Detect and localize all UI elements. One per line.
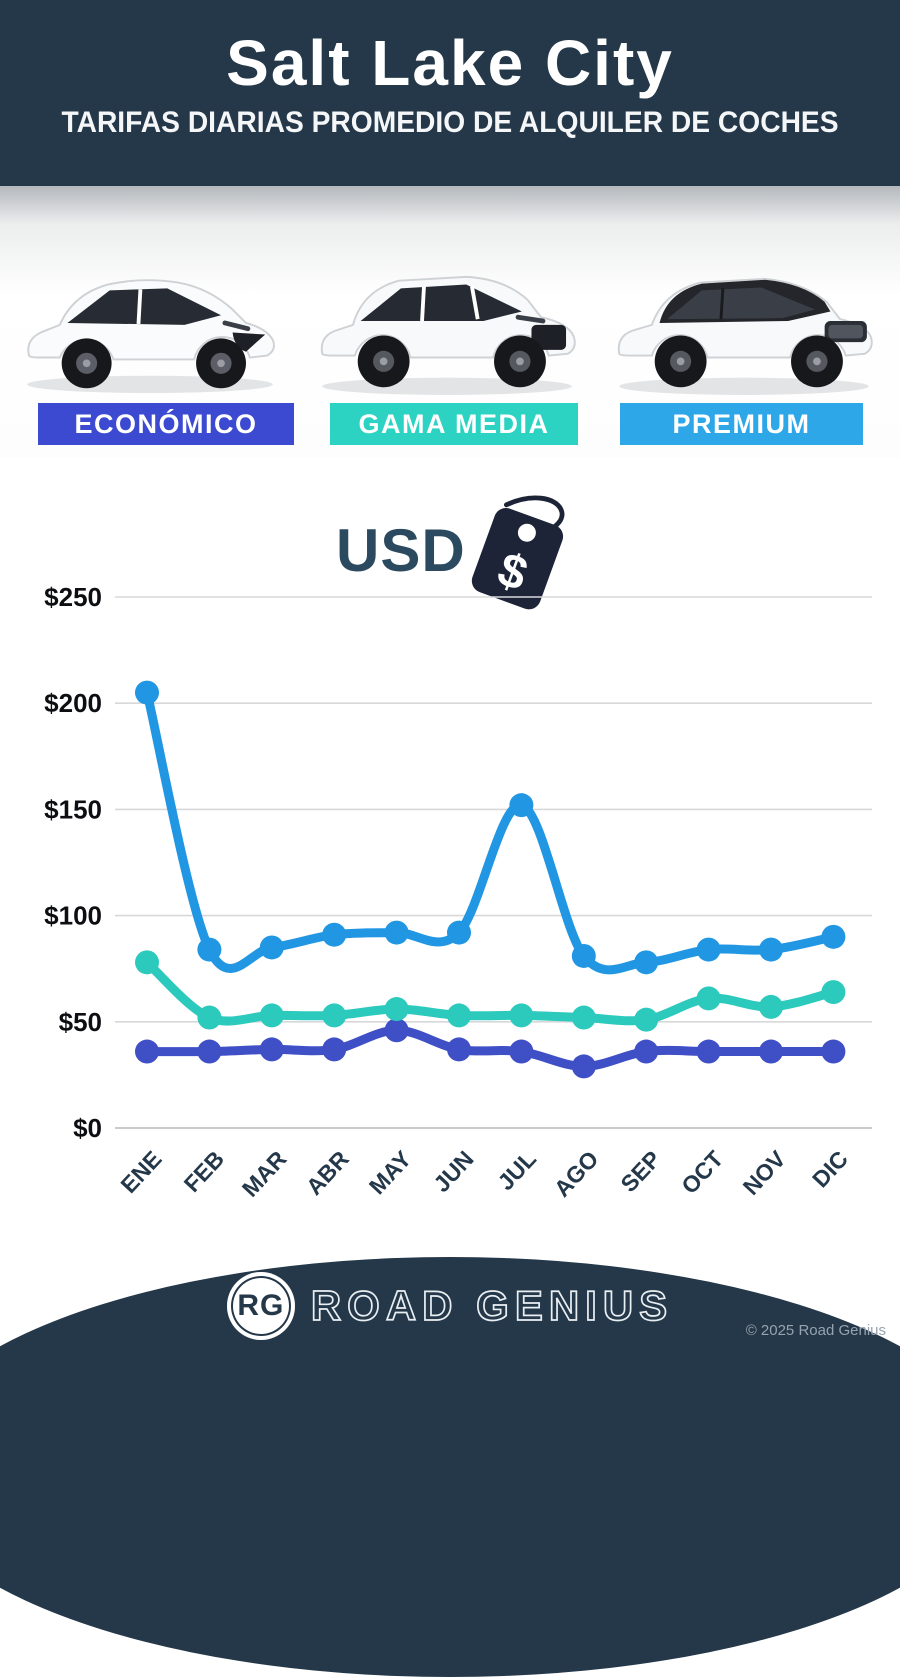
point-GAMA MEDIA-JUL xyxy=(509,1003,534,1028)
point-ECONÓMICO-JUL xyxy=(509,1039,534,1064)
point-ECONÓMICO-DIC xyxy=(821,1039,846,1064)
category-label-economico: ECONÓMICO xyxy=(38,403,294,445)
point-PREMIUM-JUL xyxy=(509,793,534,818)
point-GAMA MEDIA-NOV xyxy=(759,994,783,1019)
midrange-car-image xyxy=(320,275,576,395)
copyright-text: © 2025 Road Genius xyxy=(745,1322,886,1339)
point-ECONÓMICO-JUN xyxy=(447,1037,471,1062)
page-subtitle: TARIFAS DIARIAS PROMEDIO DE ALQUILER DE … xyxy=(61,106,839,139)
point-GAMA MEDIA-MAR xyxy=(259,1003,284,1028)
point-GAMA MEDIA-FEB xyxy=(197,1005,222,1030)
point-ECONÓMICO-OCT xyxy=(696,1039,721,1064)
point-PREMIUM-ABR xyxy=(322,922,347,947)
y-axis-label-200: $200 xyxy=(44,688,102,718)
header-banner: Salt Lake City TARIFAS DIARIAS PROMEDIO … xyxy=(0,0,900,186)
line-PREMIUM xyxy=(142,688,838,975)
x-axis-label-DIC: DIC xyxy=(807,1146,853,1193)
point-GAMA MEDIA-OCT xyxy=(696,986,721,1011)
line-GAMA MEDIA xyxy=(142,957,838,1026)
point-ECONÓMICO-MAR xyxy=(259,1037,284,1062)
point-ECONÓMICO-SEP xyxy=(634,1039,659,1064)
x-axis-label-MAR: MAR xyxy=(237,1145,292,1201)
premium-car-image xyxy=(617,277,873,395)
point-GAMA MEDIA-JUN xyxy=(447,1003,471,1028)
price-tag-icon: $ xyxy=(471,495,565,610)
x-axis-label-OCT: OCT xyxy=(676,1146,728,1199)
currency-block: USD $ xyxy=(330,495,570,630)
y-axis-label-250: $250 xyxy=(44,582,102,612)
line-chart: $0 $50 $100 $150 $200 $250 ENE FEB MAR ABR MAY JUN J… xyxy=(44,582,872,1202)
footer-brand-row: RG ROAD GENIUS xyxy=(0,1262,900,1350)
point-ECONÓMICO-AGO xyxy=(571,1054,596,1079)
point-GAMA MEDIA-ENE xyxy=(135,950,159,975)
economy-car-image xyxy=(27,279,275,394)
y-axis-label-50: $50 xyxy=(59,1007,102,1037)
road-genius-logo-icon: RG xyxy=(226,1272,295,1340)
point-GAMA MEDIA-DIC xyxy=(821,980,846,1005)
point-PREMIUM-FEB xyxy=(197,937,222,962)
point-PREMIUM-DIC xyxy=(821,924,846,949)
y-axis-label-0: $0 xyxy=(73,1113,102,1143)
point-PREMIUM-MAR xyxy=(259,935,284,960)
point-PREMIUM-SEP xyxy=(634,950,659,975)
x-axis-label-ENE: ENE xyxy=(115,1146,166,1198)
point-PREMIUM-AGO xyxy=(571,943,596,968)
x-axis-label-AGO: AGO xyxy=(549,1146,604,1202)
point-GAMA MEDIA-AGO xyxy=(571,1005,596,1030)
point-GAMA MEDIA-SEP xyxy=(634,1007,659,1032)
x-axis-label-JUN: JUN xyxy=(428,1146,478,1197)
currency-label: USD xyxy=(336,517,466,584)
point-GAMA MEDIA-MAY xyxy=(384,997,409,1022)
logo-monogram: RG xyxy=(237,1289,285,1322)
point-PREMIUM-MAY xyxy=(384,920,409,945)
y-axis-label-150: $150 xyxy=(44,794,102,824)
point-ECONÓMICO-MAY xyxy=(384,1018,409,1043)
x-axis-label-NOV: NOV xyxy=(738,1145,791,1200)
x-axis-label-FEB: FEB xyxy=(179,1146,229,1197)
point-ECONÓMICO-NOV xyxy=(759,1039,783,1064)
category-label-premium: PREMIUM xyxy=(620,403,863,445)
y-axis-label-100: $100 xyxy=(44,901,102,931)
page-title: Salt Lake City xyxy=(226,27,674,99)
point-GAMA MEDIA-ABR xyxy=(322,1003,347,1028)
point-ECONÓMICO-ENE xyxy=(135,1039,159,1064)
point-PREMIUM-ENE xyxy=(135,680,159,705)
x-axis-label-JUL: JUL xyxy=(492,1146,541,1196)
point-PREMIUM-NOV xyxy=(759,937,783,962)
x-axis-label-SEP: SEP xyxy=(615,1146,665,1197)
x-axis-label-MAY: MAY xyxy=(364,1146,416,1200)
point-PREMIUM-JUN xyxy=(447,920,471,945)
category-label-gama-media: GAMA MEDIA xyxy=(330,403,578,445)
point-ECONÓMICO-FEB xyxy=(197,1039,222,1064)
brand-name: ROAD GENIUS xyxy=(310,1281,674,1330)
line-ECONÓMICO xyxy=(142,1025,838,1071)
point-ECONÓMICO-ABR xyxy=(322,1037,347,1062)
point-PREMIUM-OCT xyxy=(696,937,721,962)
x-axis-label-ABR: ABR xyxy=(301,1145,354,1199)
